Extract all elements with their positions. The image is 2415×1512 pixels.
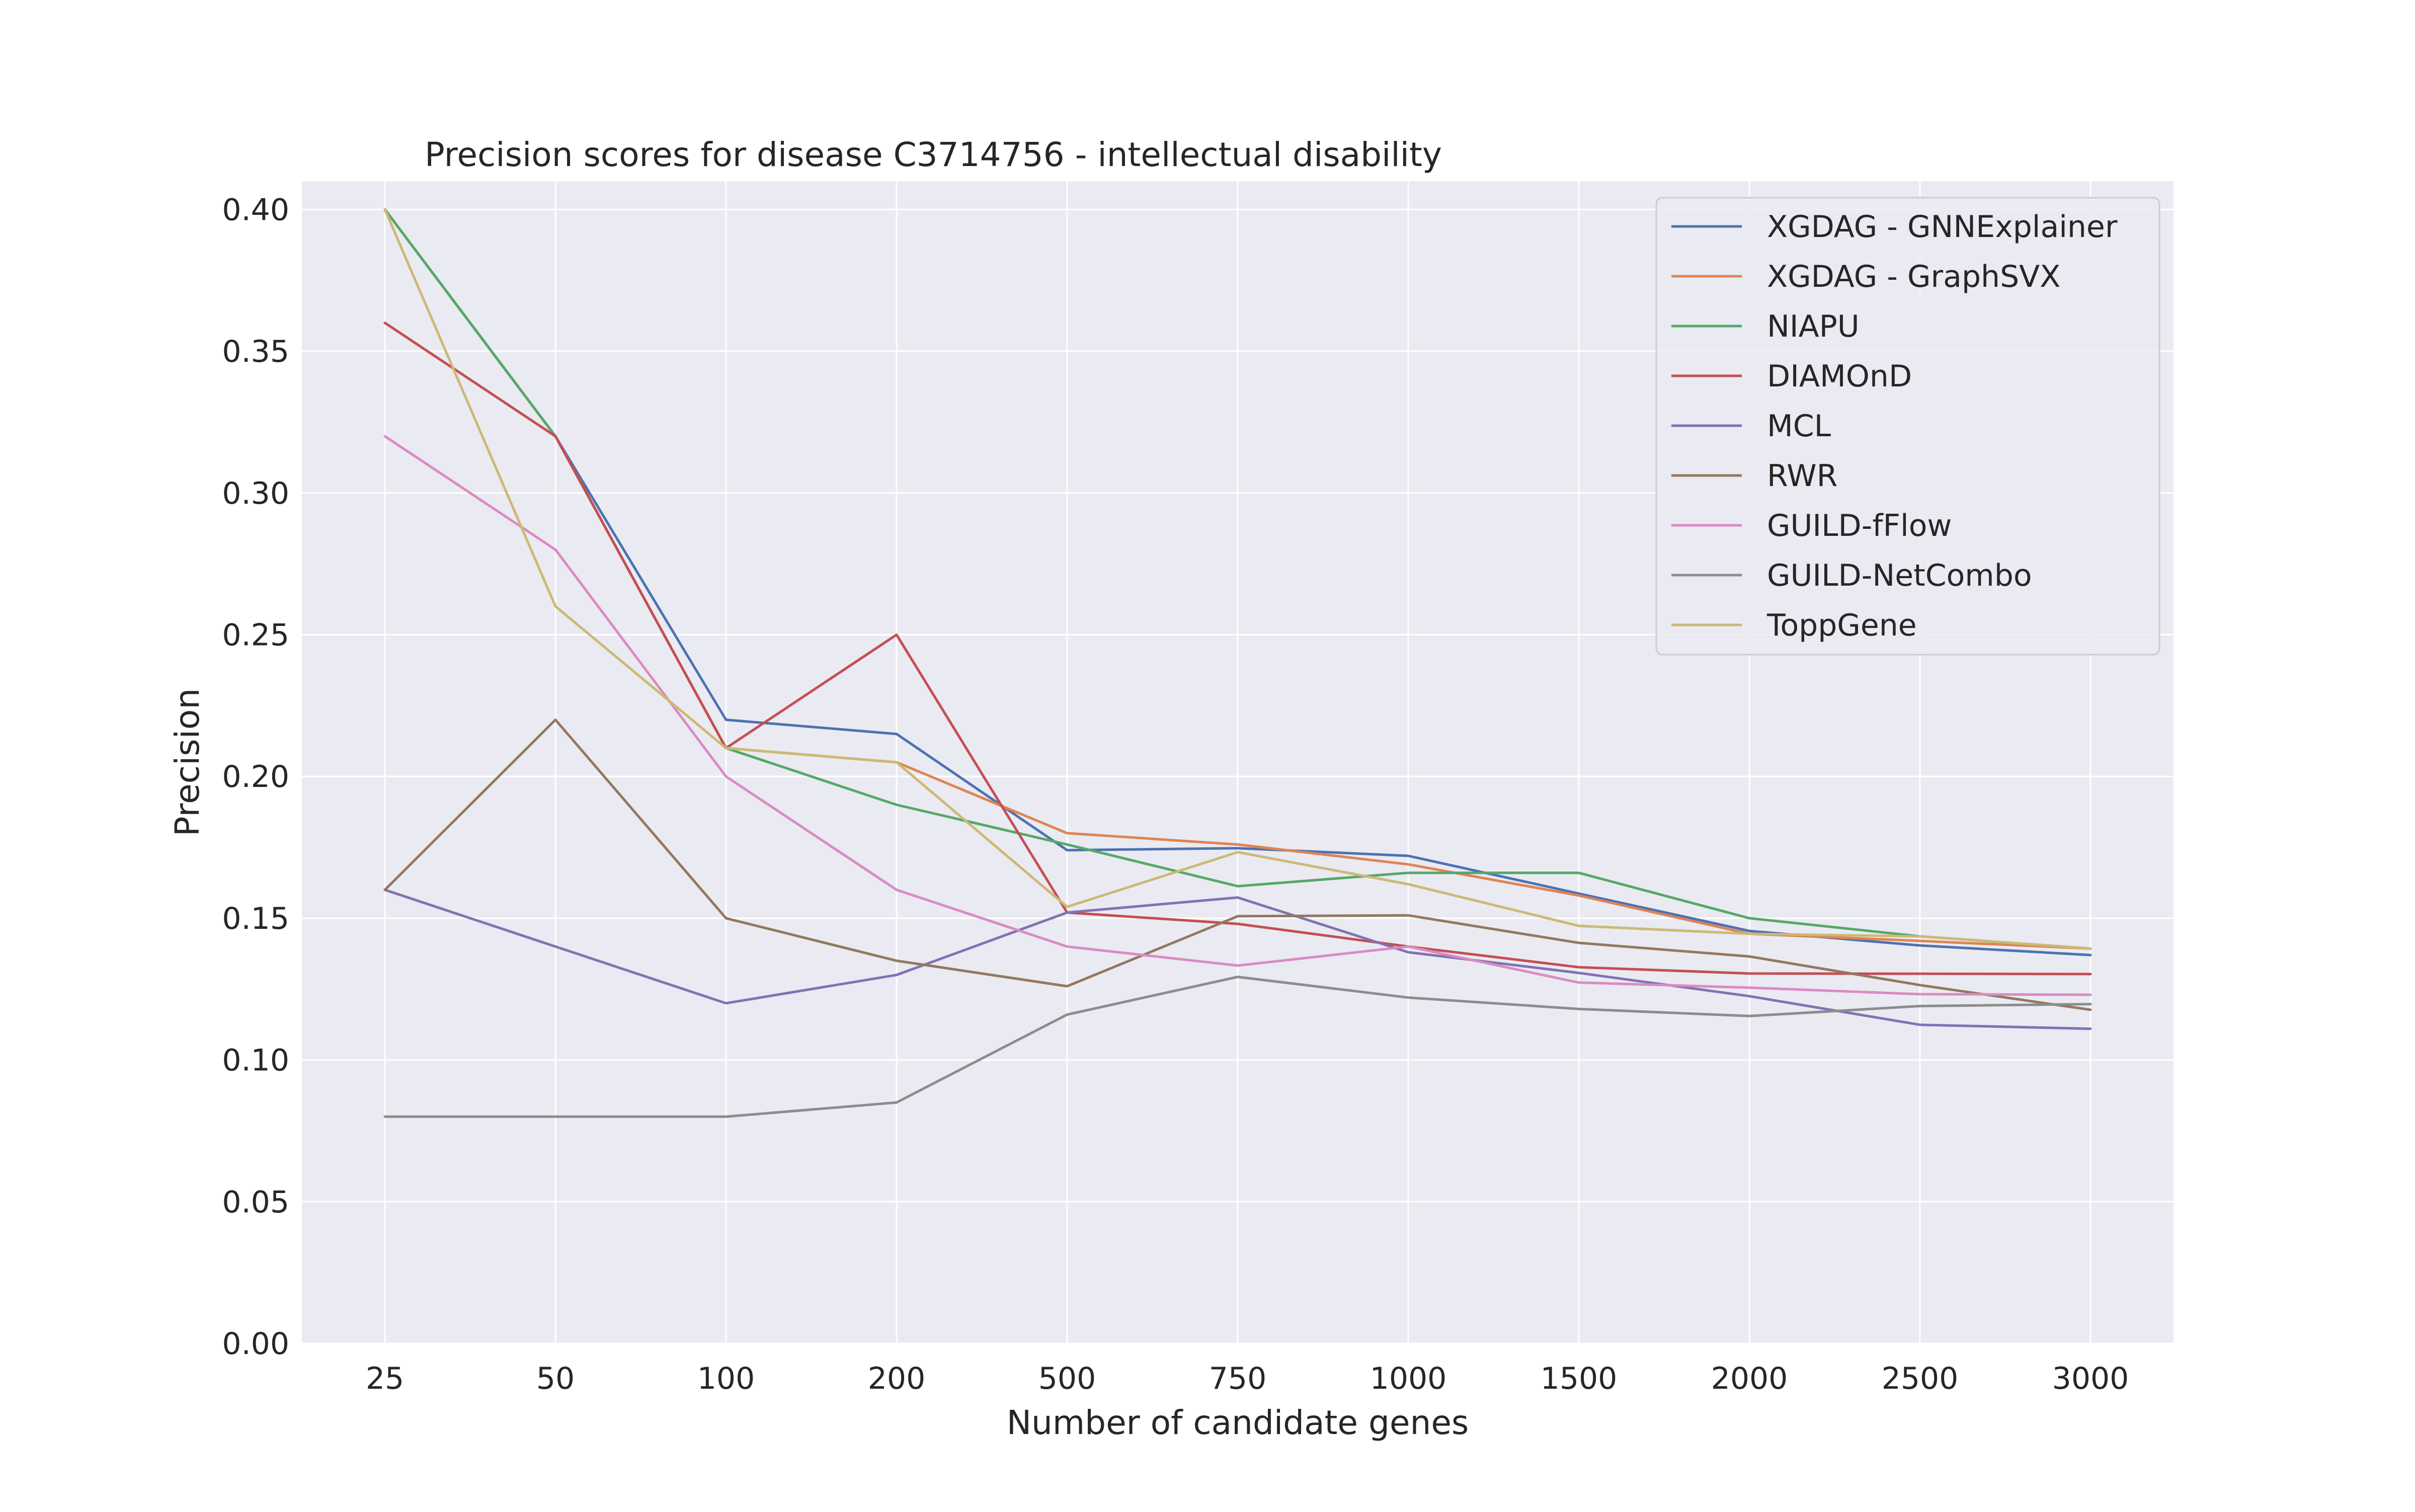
x-tick-label: 1500 [1541, 1361, 1618, 1396]
y-tick-label: 0.15 [222, 901, 289, 936]
x-tick-label: 1000 [1370, 1361, 1447, 1396]
x-tick-label: 50 [536, 1361, 575, 1396]
legend-box [1655, 197, 2160, 656]
x-tick-label: 2000 [1711, 1361, 1788, 1396]
y-tick-label: 0.30 [222, 476, 289, 511]
series-line-guild-netcombo [383, 976, 2092, 1118]
legend-label-niapu: NIAPU [1767, 309, 1860, 344]
legend: XGDAG - GNNExplainer XGDAG - GraphSVX NIAP… [1655, 197, 2160, 656]
x-tick-label: 100 [697, 1361, 755, 1396]
legend-label-toppgene: ToppGene [1766, 608, 1917, 643]
x-tick-label: 500 [1038, 1361, 1096, 1396]
y-tick-label: 0.35 [222, 334, 289, 369]
chart-title: Precision scores for disease C3714756 - … [425, 135, 1442, 174]
x-tick-label: 2500 [1882, 1361, 1959, 1396]
y-axis-label: Precision [168, 688, 207, 837]
legend-label-diamond: DIAMOnD [1767, 359, 1912, 394]
y-tick-label: 0.25 [222, 617, 289, 653]
legend-label-xgdag-gnnexplainer: XGDAG - GNNExplainer [1767, 209, 2118, 245]
legend-label-guild-fflow: GUILD-fFlow [1767, 508, 1952, 543]
legend-label-guild-netcombo: GUILD-NetCombo [1767, 558, 2032, 593]
y-tick-label: 0.20 [222, 759, 289, 794]
tick-labels: 0.00 0.05 0.10 0.15 0.20 0.25 0.30 0.35 0.40 25 50… [222, 192, 2129, 1396]
series-line-mcl [383, 889, 2092, 1030]
x-tick-label: 25 [366, 1361, 404, 1396]
series-lines [383, 208, 2092, 1118]
series-line-rwr [383, 719, 2092, 1011]
y-tick-label: 0.10 [222, 1043, 289, 1078]
y-tick-label: 0.00 [222, 1326, 289, 1362]
legend-label-mcl: MCL [1767, 409, 1831, 444]
series-line-diamond [383, 322, 2092, 976]
x-tick-label: 3000 [2052, 1361, 2129, 1396]
series-line-toppgene [383, 208, 2092, 950]
x-tick-label: 200 [868, 1361, 926, 1396]
y-tick-label: 0.05 [222, 1184, 289, 1220]
legend-label-xgdag-graphsvx: XGDAG - GraphSVX [1767, 259, 2060, 294]
y-tick-label: 0.40 [222, 192, 289, 227]
x-tick-label: 750 [1209, 1361, 1267, 1396]
legend-items: XGDAG - GNNExplainer XGDAG - GraphSVX NIAP… [1671, 209, 2118, 643]
x-axis-label: Number of candidate genes [1007, 1403, 1469, 1442]
legend-label-rwr: RWR [1767, 458, 1837, 494]
